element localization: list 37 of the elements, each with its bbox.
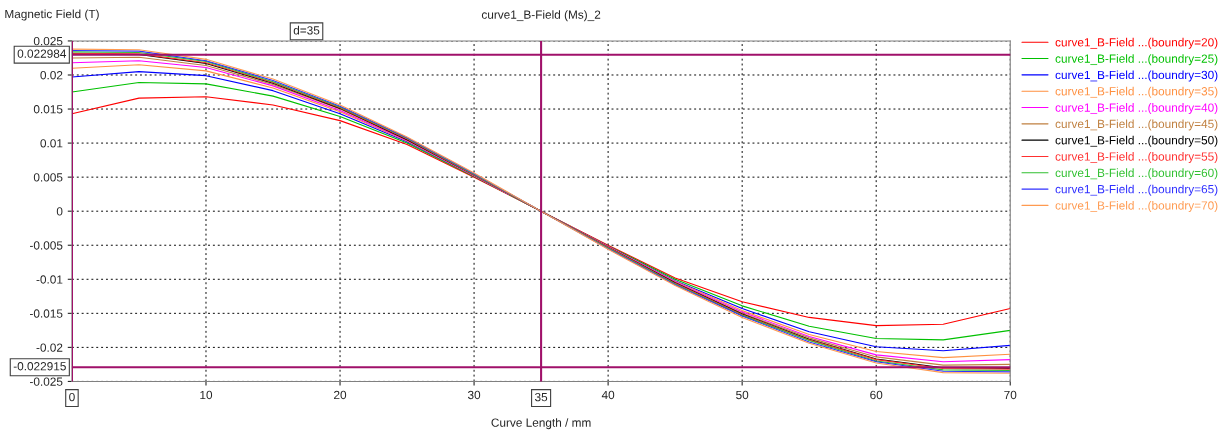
y-axis-title: Magnetic Field (T) [5,9,99,21]
y-tick-label: 0.005 [33,173,63,182]
legend-label: curve1_B-Field ...(boundry=65) [1055,184,1218,196]
legend-label: curve1_B-Field ...(boundry=55) [1055,152,1218,164]
y-tick-label: -0.02 [36,343,63,352]
legend-label: curve1_B-Field ...(boundry=50) [1055,135,1218,147]
legend-label: curve1_B-Field ...(boundry=20) [1055,37,1218,49]
y-tick-label: 0 [56,207,63,216]
legend-label: curve1_B-Field ...(boundry=30) [1055,70,1218,82]
x-tick-label: 10 [200,390,213,400]
y-tick-label: -0.005 [29,241,63,250]
x-tick-label: 40 [601,390,615,400]
y-tick-label: -0.025 [29,377,63,386]
y-tick-label: -0.015 [29,309,63,318]
legend-label: curve1_B-Field ...(boundry=35) [1055,86,1218,98]
x-tick-label: 30 [467,390,481,400]
y-tick-label: 0.01 [40,139,63,148]
legend-label: curve1_B-Field ...(boundry=25) [1055,54,1218,66]
chart-title: curve1_B-Field (Ms)_2 [481,10,601,22]
x-axis-title: Curve Length / mm [491,418,591,430]
ref-line-label: 0 [69,392,75,402]
ref-line-label: -0.022915 [13,362,66,371]
x-tick-label: 20 [334,390,347,400]
legend-label: curve1_B-Field ...(boundry=70) [1055,200,1218,212]
legend-label: curve1_B-Field ...(boundry=60) [1055,168,1218,180]
x-tick-label: 50 [736,390,749,400]
legend-label: curve1_B-Field ...(boundry=40) [1055,103,1218,115]
y-tick-label: 0.025 [33,36,63,46]
legend-label: curve1_B-Field ...(boundry=45) [1055,119,1218,131]
x-tick-label: 70 [1004,390,1017,400]
y-tick-label: 0.015 [33,105,63,114]
y-tick-label: 0.02 [40,71,63,80]
y-tick-label: -0.01 [36,275,63,284]
x-tick-label: 60 [870,390,883,400]
ref-line-label: 35 [534,392,548,402]
ref-line-label: 0.022984 [17,49,67,58]
text: d=35 [293,25,320,35]
